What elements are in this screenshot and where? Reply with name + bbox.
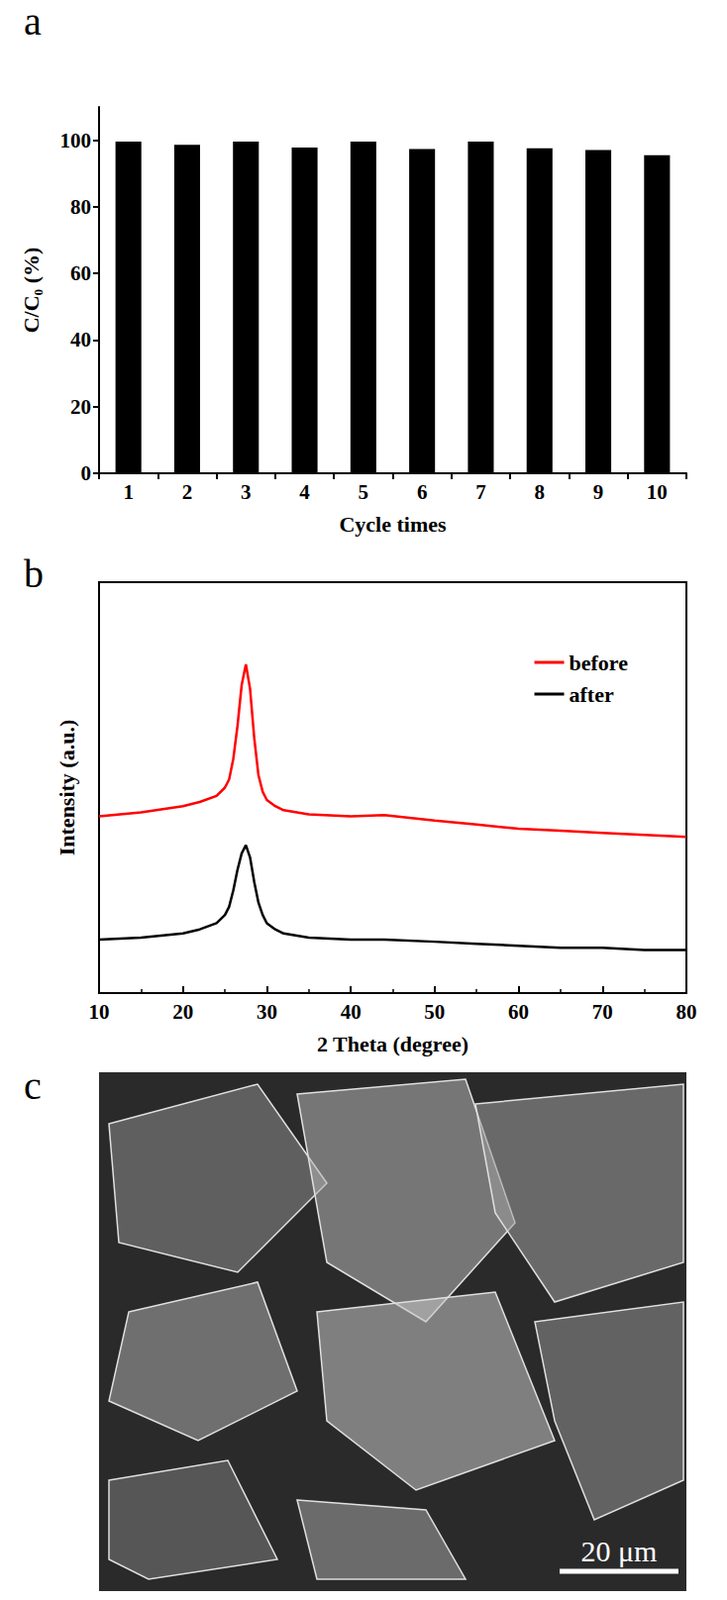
svg-text:Intensity (a.u.): Intensity (a.u.) xyxy=(54,720,80,857)
svg-text:after: after xyxy=(569,682,615,708)
svg-text:30: 30 xyxy=(256,1000,278,1025)
svg-text:10: 10 xyxy=(646,480,668,505)
svg-text:8: 8 xyxy=(534,480,546,505)
html-text:b: b xyxy=(23,551,44,597)
svg-text:7: 7 xyxy=(475,480,487,505)
svg-text:0: 0 xyxy=(81,461,93,486)
svg-text:60: 60 xyxy=(70,261,92,286)
svg-text:70: 70 xyxy=(592,1000,614,1025)
html-text:c: c xyxy=(23,1063,42,1109)
svg-text:9: 9 xyxy=(593,480,605,505)
svg-text:20: 20 xyxy=(70,395,92,419)
svg-text:6: 6 xyxy=(416,480,428,505)
svg-text:40: 40 xyxy=(70,327,92,352)
svg-text:2: 2 xyxy=(182,480,194,505)
svg-text:4: 4 xyxy=(299,480,311,505)
html-text:a: a xyxy=(23,0,42,44)
svg-text:20 μm: 20 μm xyxy=(581,1535,658,1568)
svg-text:2 Theta (degree): 2 Theta (degree) xyxy=(316,1032,469,1057)
svg-text:5: 5 xyxy=(358,480,370,505)
svg-text:10: 10 xyxy=(89,1000,110,1025)
svg-text:100: 100 xyxy=(60,128,93,153)
svg-text:80: 80 xyxy=(70,195,92,219)
svg-text:C/C₀ (%): C/C₀ (%) xyxy=(18,247,44,334)
svg-text:50: 50 xyxy=(423,1000,445,1025)
svg-text:40: 40 xyxy=(340,1000,362,1025)
svg-text:1: 1 xyxy=(122,480,134,505)
svg-text:3: 3 xyxy=(240,480,252,505)
svg-text:60: 60 xyxy=(508,1000,529,1025)
svg-text:20: 20 xyxy=(172,1000,194,1025)
svg-text:before: before xyxy=(569,650,629,676)
svg-text:80: 80 xyxy=(676,1000,698,1025)
svg-text:Cycle times: Cycle times xyxy=(338,512,447,537)
